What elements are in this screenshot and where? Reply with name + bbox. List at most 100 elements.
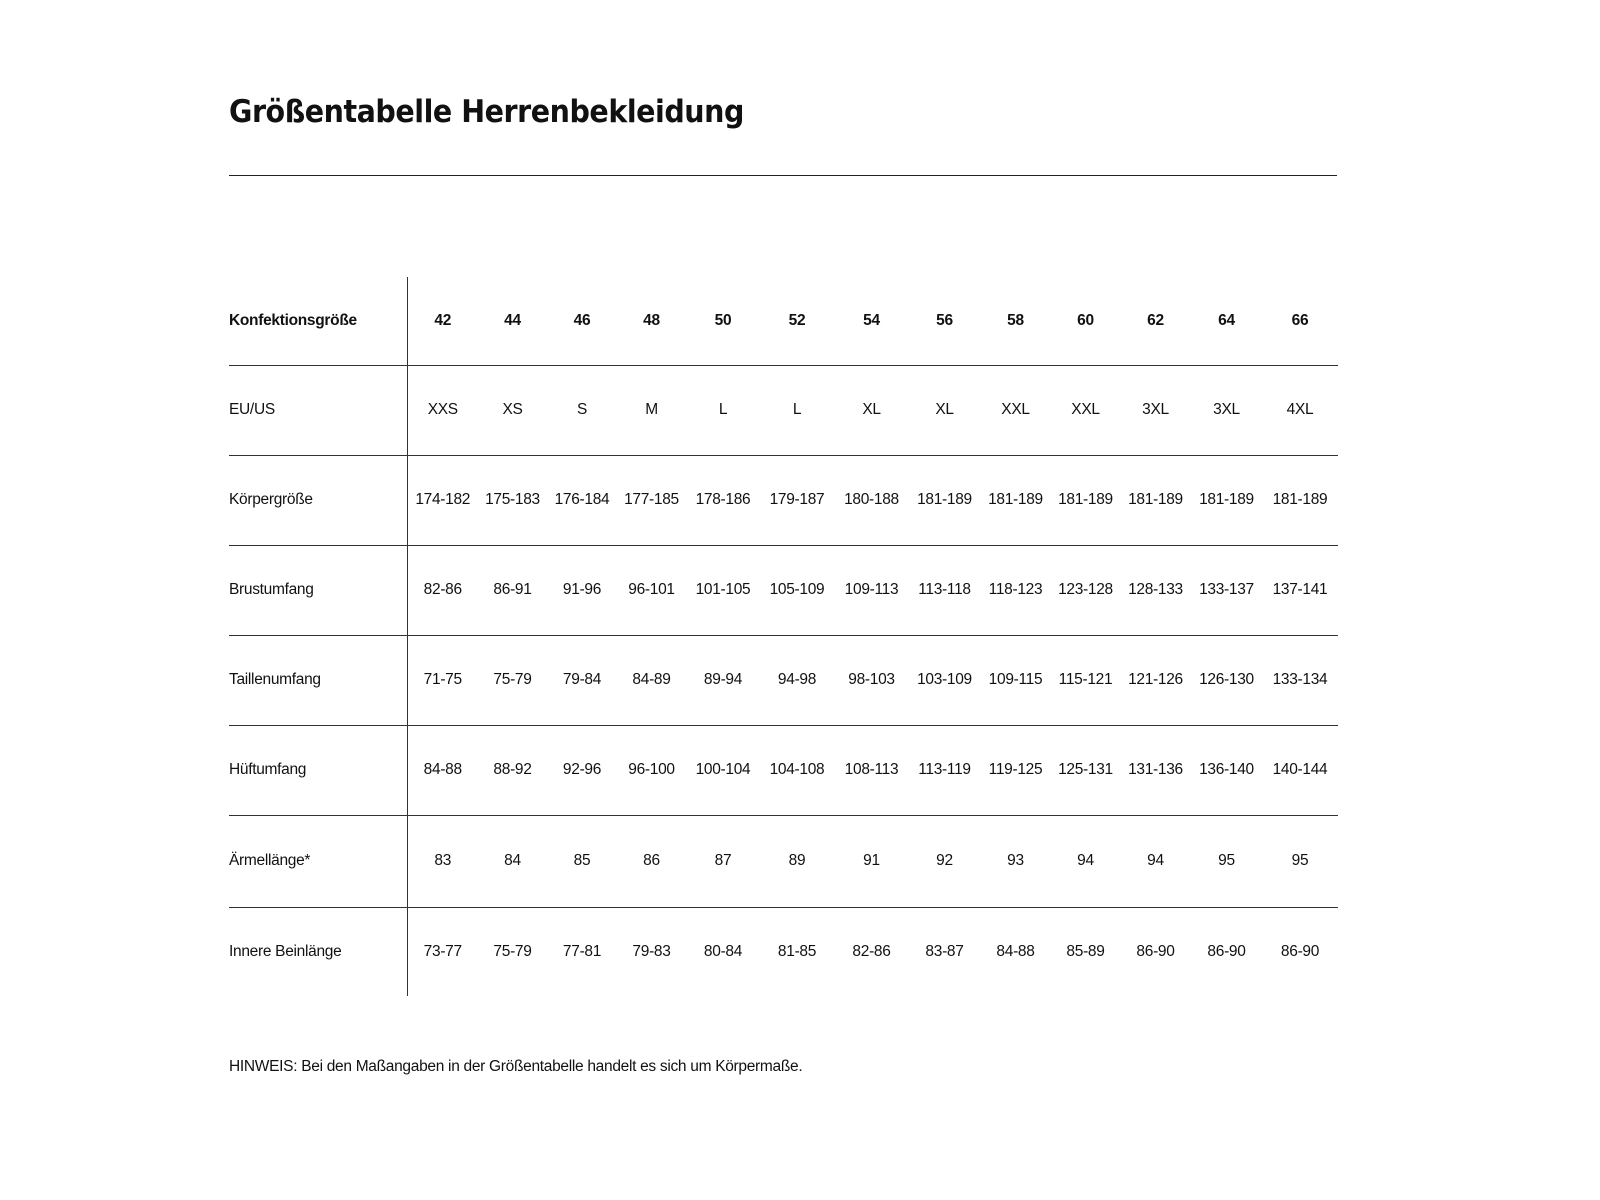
table-row: Taillenumfang 71-75 75-79 79-84 84-89 89-94 94… [229,634,1338,725]
table-cell: 79-84 [547,634,617,725]
table-cell: 140-144 [1262,724,1338,815]
table-cell: 3XL [1190,364,1263,455]
table-cell: 94 [1050,814,1121,907]
table-cell: 89-94 [686,634,760,725]
size-header-cell: 44 [504,311,521,329]
table-cell: 84-89 [616,634,687,725]
table-cell: 91 [834,814,909,907]
table-cell: 137-141 [1262,544,1338,635]
footnote: HINWEIS: Bei den Maßangaben in der Größe… [229,1058,803,1075]
size-header-cell: 56 [936,311,953,329]
table-cell: 87 [686,814,760,907]
table-cell: 88-92 [477,724,548,815]
table-cell: 83-87 [908,906,981,996]
table-cell: 181-189 [908,454,981,545]
table-cell: 175-183 [477,454,548,545]
table-cell: 71-75 [407,634,478,725]
table-cell: XXL [1050,364,1121,455]
table-row: EU/US XXS XS S M L L XL XL XXL XXL 3XL 3XL 4XL [229,364,1338,455]
table-cell: 92-96 [547,724,617,815]
size-header-cell: 50 [714,311,732,329]
table-cell: 92 [908,814,981,907]
table-cell: 82-86 [407,544,478,635]
size-header-cell: 48 [643,311,660,329]
table-cell: 126-130 [1190,634,1263,725]
table-cell: 96-101 [616,544,687,635]
table-cell: 93 [980,814,1051,907]
table-cell: 95 [1190,814,1263,907]
table-row: Brustumfang 82-86 86-91 91-96 96-101 101-105 1… [229,544,1338,635]
table-cell: 115-121 [1050,634,1121,725]
table-cell: 121-126 [1120,634,1191,725]
table-cell: 86-90 [1190,906,1263,996]
table-cell: 176-184 [547,454,617,545]
size-header-cell: 58 [1007,311,1024,329]
table-cell: 73-77 [407,906,478,996]
table-cell: 105-109 [759,544,835,635]
size-header-cell: 64 [1218,311,1235,329]
table-cell: S [547,364,617,455]
table-cell: 108-113 [834,724,909,815]
table-cell: 101-105 [686,544,760,635]
table-cell: 80-84 [686,906,760,996]
table-cell: 95 [1262,814,1338,907]
table-cell: 133-137 [1190,544,1263,635]
table-cell: M [616,364,687,455]
table-cell: XL [834,364,909,455]
table-cell: 177-185 [616,454,687,545]
row-label: Konfektionsgröße [229,277,408,365]
table-cell: 100-104 [686,724,760,815]
table-row: Hüftumfang 84-88 88-92 92-96 96-100 100-104 10… [229,724,1338,815]
table-cell: 84 [477,814,548,907]
size-header-cell: 66 [1291,311,1309,329]
table-cell: 89 [759,814,835,907]
table-row: Körpergröße 174-182 175-183 176-184 177-185 1… [229,454,1338,545]
header-row: Konfektionsgröße 42 44 46 48 50 52 54 56 58 60 62 64… [229,277,1338,365]
table-cell: XXS [407,364,478,455]
table-cell: XXL [980,364,1051,455]
table-cell: 75-79 [477,906,548,996]
table-cell: 86-91 [477,544,548,635]
size-header-cell: 52 [788,311,806,329]
table-cell: 86-90 [1120,906,1191,996]
table-cell: 181-189 [980,454,1051,545]
title-divider [229,175,1337,176]
table-cell: 79-83 [616,906,687,996]
table-cell: 179-187 [759,454,835,545]
table-cell: 123-128 [1050,544,1121,635]
row-label: Innere Beinlänge [229,906,408,996]
table-cell: 94-98 [759,634,835,725]
table-cell: 86-90 [1262,906,1338,996]
table-cell: 181-189 [1050,454,1121,545]
row-label: Ärmellänge* [229,814,408,907]
size-header-cell: 42 [434,311,452,329]
table-cell: 178-186 [686,454,760,545]
table-cell: 181-189 [1190,454,1263,545]
table-cell: 75-79 [477,634,548,725]
table-row: Innere Beinlänge 73-77 75-79 77-81 79-83 80-8… [229,906,1338,996]
table-cell: 84-88 [980,906,1051,996]
table-cell: 181-189 [1262,454,1338,545]
table-cell: 81-85 [759,906,835,996]
table-cell: 109-115 [980,634,1051,725]
table-cell: 119-125 [980,724,1051,815]
table-cell: 181-189 [1120,454,1191,545]
table-cell: 113-118 [908,544,981,635]
table-cell: 131-136 [1120,724,1191,815]
size-header-cell: 46 [573,311,591,329]
table-cell: 125-131 [1050,724,1121,815]
size-header-cell: 62 [1147,311,1164,329]
table-cell: 180-188 [834,454,909,545]
table-cell: 94 [1120,814,1191,907]
table-cell: 103-109 [908,634,981,725]
table-cell: 109-113 [834,544,909,635]
table-cell: L [759,364,835,455]
table-row: Ärmellänge* 83 84 85 86 87 89 91 92 93 94 94 95 95 [229,814,1338,907]
size-header-cell: 54 [863,311,880,329]
table-cell: 113-119 [908,724,981,815]
table-cell: 128-133 [1120,544,1191,635]
size-table: Konfektionsgröße 42 44 46 48 50 52 54 56 58 60 62 64… [229,277,1338,996]
row-label: Taillenumfang [229,634,408,725]
table-cell: 136-140 [1190,724,1263,815]
table-cell: 3XL [1120,364,1191,455]
